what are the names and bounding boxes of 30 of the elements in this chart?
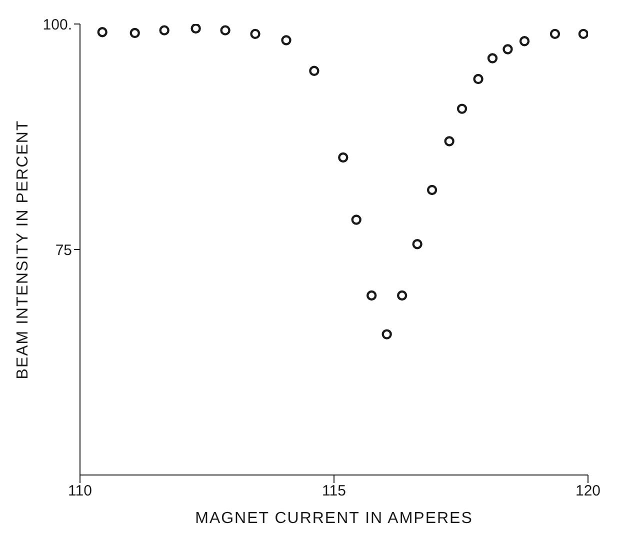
point <box>190 24 201 34</box>
x-tick-label: 120 <box>575 482 601 500</box>
point <box>281 35 292 46</box>
x-axis-title: MAGNET CURRENT IN AMPERES <box>195 510 473 527</box>
point <box>130 28 140 38</box>
y-tick-label: 100. <box>42 16 72 34</box>
point <box>519 36 530 46</box>
point <box>550 28 560 40</box>
point <box>309 66 320 76</box>
point <box>487 53 498 64</box>
point <box>97 27 108 38</box>
x-tick-label: 110 <box>68 482 92 500</box>
point <box>351 214 362 225</box>
point <box>456 104 468 114</box>
point <box>220 25 230 36</box>
point <box>502 44 513 54</box>
point <box>366 290 377 301</box>
x-tick-label: 115 <box>322 482 346 500</box>
point <box>444 136 454 146</box>
point <box>159 25 170 36</box>
point <box>382 329 392 340</box>
point <box>426 184 438 196</box>
point <box>412 238 422 250</box>
point <box>396 290 408 301</box>
point <box>578 28 588 40</box>
point <box>250 28 260 40</box>
y-axis-title: BEAM INTENSITY IN PERCENT <box>14 120 32 380</box>
point <box>338 152 348 163</box>
point <box>473 74 484 84</box>
y-tick-label: 75 <box>55 242 72 259</box>
